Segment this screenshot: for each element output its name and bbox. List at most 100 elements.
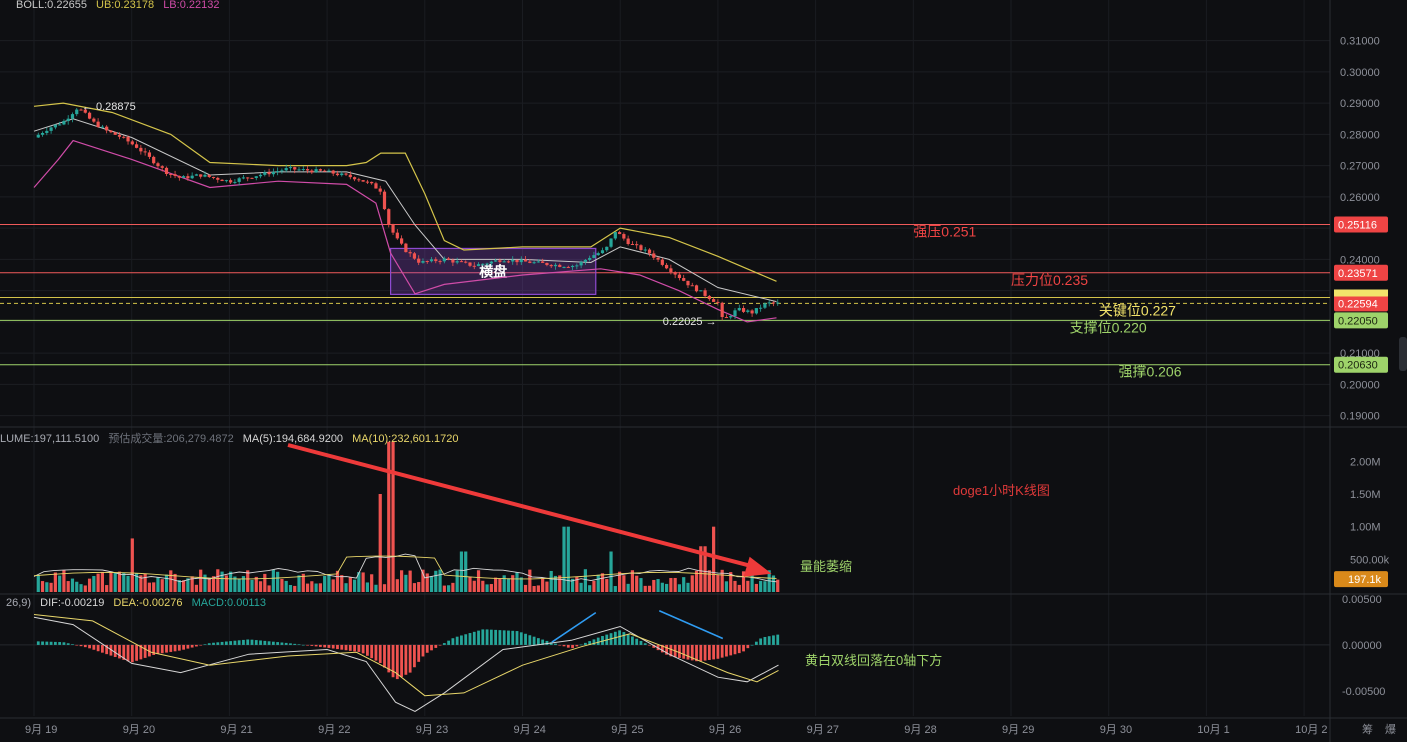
volume-bar xyxy=(506,578,511,592)
macd-histogram-bar xyxy=(297,644,301,645)
volume-bar xyxy=(177,580,181,592)
candle-body xyxy=(160,166,164,168)
macd-histogram-bar xyxy=(643,643,647,645)
volume-bar xyxy=(130,538,134,592)
price-axis-label: 0.26000 xyxy=(1340,192,1380,204)
candle-body xyxy=(126,136,130,142)
x-axis-label: 9月 26 xyxy=(709,724,741,736)
level-tag xyxy=(1334,295,1388,312)
candle-body xyxy=(134,144,139,148)
candle-body xyxy=(562,266,566,268)
candle-body xyxy=(771,302,776,304)
volume-bar xyxy=(613,586,617,592)
candle-body xyxy=(310,170,314,173)
volume-bar xyxy=(579,582,583,592)
volume-bar xyxy=(190,576,194,592)
macd-histogram-bar xyxy=(519,632,523,645)
macd-histogram-bar xyxy=(139,644,143,660)
volume-bar xyxy=(297,575,301,592)
volume-bar xyxy=(682,577,686,592)
candle-body xyxy=(566,266,570,268)
volume-bar xyxy=(438,569,442,592)
macd-params: 26,9) xyxy=(6,597,32,609)
volume-bar xyxy=(652,579,656,592)
macd-histogram-bar xyxy=(720,644,724,658)
macd-histogram-bar xyxy=(417,644,421,662)
candle-body xyxy=(113,132,117,135)
candle-body xyxy=(117,134,122,137)
macd-blue-arrow xyxy=(658,610,724,640)
x-axis-label: 9月 27 xyxy=(807,724,839,736)
volume-bar xyxy=(673,577,677,592)
macd-histogram-bar xyxy=(759,638,763,645)
candle-body xyxy=(164,167,169,174)
macd-histogram-bar xyxy=(742,644,745,652)
volume-bar xyxy=(318,583,322,592)
macd-histogram-bar xyxy=(430,644,433,651)
volume-bar xyxy=(712,526,716,592)
volume-bar xyxy=(237,578,241,592)
macd-histogram-bar xyxy=(250,639,254,645)
boll-value: BOLL:0.22655 xyxy=(16,0,87,11)
candle-body xyxy=(451,259,455,263)
volume-bar xyxy=(233,576,237,592)
volume-bar xyxy=(596,574,600,592)
volume-bar xyxy=(340,575,344,592)
candle-body xyxy=(733,310,737,317)
volume-bar xyxy=(741,571,746,592)
candle-body xyxy=(442,258,446,262)
candle-body xyxy=(36,134,40,138)
macd-histogram-bar xyxy=(58,642,62,645)
macd-histogram-bar xyxy=(511,630,515,645)
macd-histogram-bar xyxy=(639,640,643,645)
macd-dea-line xyxy=(33,614,779,697)
volume-bar xyxy=(647,585,652,592)
candle-body xyxy=(438,261,442,263)
boll-lower-line xyxy=(33,139,777,323)
volume-bar xyxy=(421,569,425,592)
volume-ma10: MA(10):232,601.1720 xyxy=(352,433,459,445)
macd-histogram-bar xyxy=(83,644,87,648)
macd-histogram-bar xyxy=(648,644,651,646)
volume-bar xyxy=(737,584,741,592)
volume-bar xyxy=(553,575,558,592)
boll-lower-value: LB:0.22132 xyxy=(163,0,220,11)
macd-histogram-bar xyxy=(408,644,412,673)
volume-ma5-line xyxy=(33,553,777,583)
volume-bar xyxy=(630,570,635,592)
candle-body xyxy=(190,175,194,179)
volume-bar xyxy=(49,582,53,592)
candle-body xyxy=(558,264,562,267)
candle-body xyxy=(305,169,310,171)
candle-body xyxy=(776,302,780,304)
level-tag xyxy=(1334,312,1388,329)
macd-histogram-bar xyxy=(404,644,408,675)
candle-body xyxy=(660,259,664,265)
macd-histogram-bar xyxy=(203,644,207,645)
boll-upper-value: UB:0.23178 xyxy=(96,0,155,11)
macd-axis-label: 0.00500 xyxy=(1342,594,1382,606)
candle-body xyxy=(639,245,643,251)
candle-body xyxy=(83,109,87,113)
volume-axis-label: 1.50M xyxy=(1350,489,1381,501)
candle-body xyxy=(404,243,408,253)
macd-histogram-bar xyxy=(344,644,348,651)
macd-axis-label: -0.00500 xyxy=(1342,686,1385,698)
volume-bar xyxy=(447,585,451,592)
volume-bar xyxy=(203,574,207,592)
candle-body xyxy=(609,238,613,247)
volume-bar xyxy=(412,583,417,592)
volume-axis-label: 500.00k xyxy=(1350,554,1390,566)
volume-bar xyxy=(126,575,130,592)
candle-body xyxy=(763,303,767,308)
volume-bar xyxy=(434,570,438,592)
candle-body xyxy=(229,180,233,183)
candle-body xyxy=(455,261,459,263)
volume-bar xyxy=(75,581,79,592)
candle-body xyxy=(716,301,720,303)
macd-histogram-bar xyxy=(776,634,780,645)
candle-body xyxy=(459,261,464,263)
volume-bar xyxy=(156,577,160,592)
candle-body xyxy=(635,244,639,246)
